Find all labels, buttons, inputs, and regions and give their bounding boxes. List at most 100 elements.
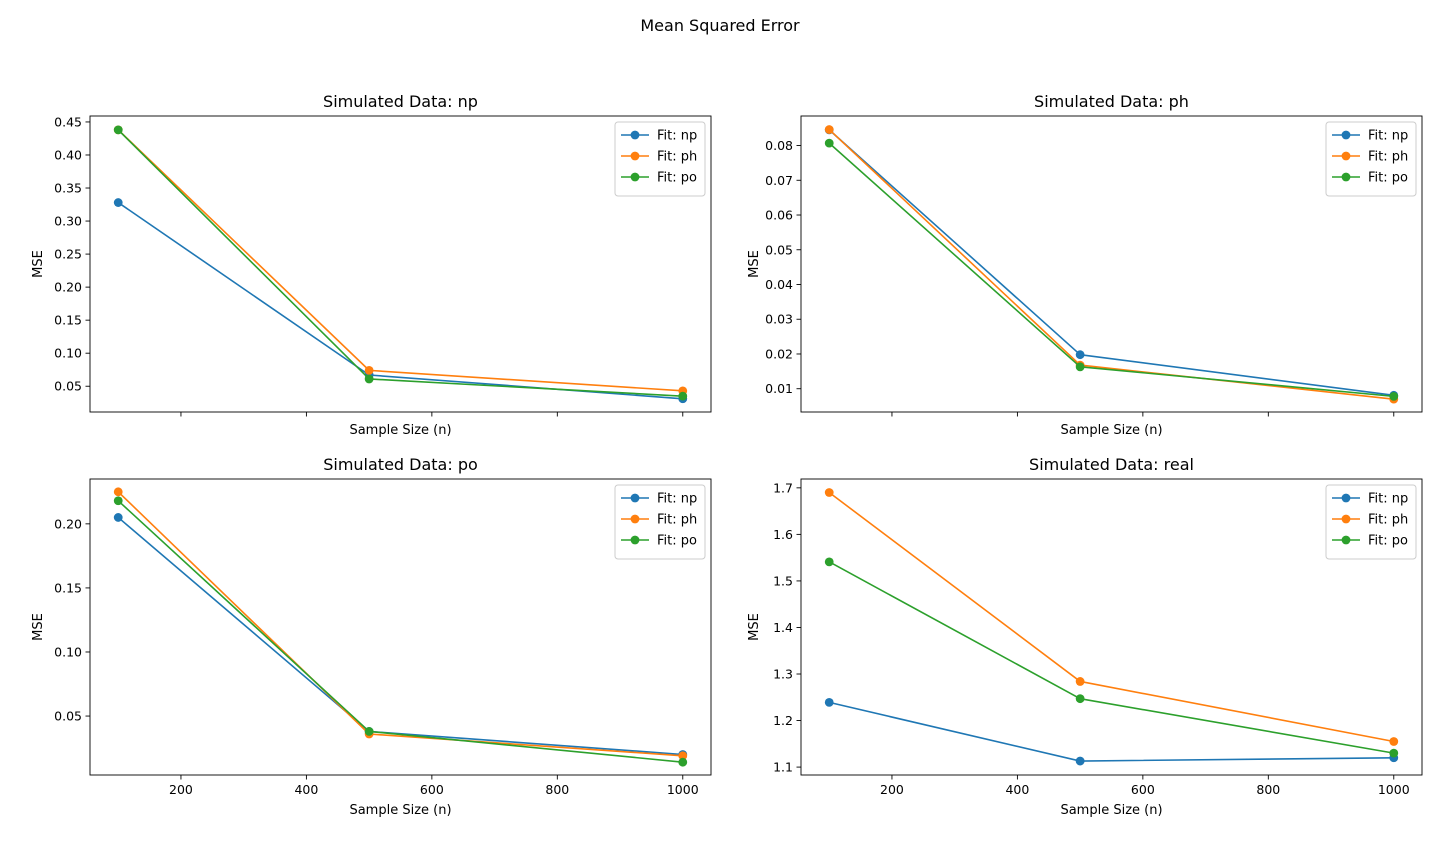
y-tick-label: 0.20 — [54, 516, 82, 531]
y-tick-label: 1.6 — [773, 527, 793, 542]
subplot-3: Simulated Data: po 200 400 600 800 1000 0.05 0.… — [31, 455, 712, 818]
x-tick-label: 400 — [294, 782, 318, 797]
y-tick-label: 0.01 — [765, 381, 793, 396]
legend: Fit: np Fit: ph Fit: po — [614, 121, 706, 197]
y-tick-label: 0.25 — [54, 247, 82, 262]
data-point — [113, 496, 123, 506]
data-point — [824, 488, 834, 497]
subplot-1: Simulated Data: np 0.05 0.10 0.15 0.20 0.25 0.… — [31, 92, 712, 438]
subplot-title: Simulated Data: np — [323, 92, 478, 111]
x-tick-label: 800 — [1256, 782, 1280, 797]
legend-label: Fit: np — [1368, 492, 1408, 507]
y-tick-label: 1.5 — [773, 573, 793, 588]
legend-entry: Fit: po — [621, 171, 697, 186]
legend-marker — [1341, 493, 1351, 503]
series-fit-po — [824, 557, 1399, 758]
legend-label: Fit: ph — [657, 150, 697, 165]
y-tick-label: 0.08 — [765, 138, 793, 153]
legend-label: Fit: ph — [1368, 513, 1408, 528]
y-tick-label: 0.03 — [765, 312, 793, 327]
data-point — [113, 513, 123, 522]
legend-marker — [630, 514, 640, 524]
legend-label: Fit: po — [657, 534, 697, 549]
subplot-title: Simulated Data: ph — [1034, 92, 1189, 111]
legend-label: Fit: po — [1368, 171, 1408, 186]
data-point — [1075, 677, 1085, 686]
data-point — [824, 138, 834, 148]
data-point — [1075, 756, 1085, 766]
legend-entry: Fit: po — [621, 534, 697, 549]
series-fit-po — [113, 125, 688, 401]
legend-entry: Fit: np — [621, 129, 697, 144]
series-fit-po — [113, 496, 688, 767]
plot-area — [90, 479, 711, 775]
y-tick-label: 0.05 — [54, 709, 82, 724]
y-tick-label: 0.30 — [54, 214, 82, 229]
x-tick-label: 1000 — [1378, 782, 1410, 797]
y-tick-label: 1.2 — [773, 713, 793, 728]
data-point — [678, 391, 688, 401]
legend-marker — [630, 172, 640, 182]
legend: Fit: np Fit: ph Fit: po — [1325, 121, 1417, 197]
legend-marker — [630, 130, 640, 140]
y-tick-label: 0.10 — [54, 644, 82, 659]
x-axis-label: Sample Size (n) — [1060, 803, 1162, 818]
y-tick-label: 1.1 — [773, 760, 793, 775]
y-tick-label: 1.3 — [773, 667, 793, 682]
data-point — [678, 757, 688, 767]
subplot-title: Simulated Data: real — [1029, 455, 1194, 474]
y-tick-label: 0.05 — [54, 379, 82, 394]
data-point — [824, 125, 834, 134]
x-tick-label: 1000 — [667, 782, 699, 797]
plot-area — [801, 116, 1422, 412]
legend-marker — [1341, 130, 1351, 140]
y-tick-label: 0.04 — [765, 277, 793, 292]
data-point — [1075, 362, 1085, 372]
legend-label: Fit: np — [1368, 129, 1408, 144]
y-tick-label: 0.20 — [54, 280, 82, 295]
y-tick-label: 0.15 — [54, 313, 82, 328]
plot-area — [90, 116, 711, 412]
figure-title: Mean Squared Error — [640, 16, 800, 35]
legend-marker — [630, 535, 640, 545]
y-tick-label: 0.05 — [765, 242, 793, 257]
legend-entry: Fit: np — [1332, 129, 1408, 144]
y-axis-label: MSE — [747, 613, 762, 641]
series-fit-ph — [824, 488, 1399, 746]
subplot-title: Simulated Data: po — [323, 455, 478, 474]
data-point — [1389, 748, 1399, 758]
x-tick-label: 600 — [420, 782, 444, 797]
y-tick-label: 0.06 — [765, 208, 793, 223]
data-point — [113, 198, 123, 207]
y-tick-label: 0.45 — [54, 114, 82, 129]
legend-marker — [1341, 514, 1351, 524]
legend-label: Fit: po — [1368, 534, 1408, 549]
y-tick-label: 0.15 — [54, 580, 82, 595]
x-axis-label: Sample Size (n) — [349, 423, 451, 438]
data-point — [113, 125, 123, 135]
subplot-2: Simulated Data: ph 0.01 0.02 0.03 0.04 0.05 0.… — [747, 92, 1423, 438]
data-point — [824, 697, 834, 707]
data-point — [678, 751, 688, 761]
legend-entry: Fit: ph — [621, 150, 697, 165]
legend-entry: Fit: ph — [1332, 150, 1408, 165]
legend-label: Fit: np — [657, 129, 697, 144]
y-axis-label: MSE — [31, 613, 46, 641]
data-point — [1389, 737, 1399, 746]
x-axis-label: Sample Size (n) — [1060, 423, 1162, 438]
legend-marker — [1341, 172, 1351, 182]
legend-label: Fit: po — [657, 171, 697, 186]
legend-entry: Fit: np — [621, 492, 697, 507]
y-tick-label: 0.02 — [765, 346, 793, 361]
y-tick-label: 1.4 — [773, 620, 793, 635]
y-tick-label: 0.07 — [765, 173, 793, 188]
x-axis-label: Sample Size (n) — [349, 803, 451, 818]
y-axis-label: MSE — [31, 250, 46, 278]
x-tick-label: 200 — [169, 782, 193, 797]
y-tick-label: 0.35 — [54, 181, 82, 196]
legend-label: Fit: ph — [1368, 150, 1408, 165]
axes-frame — [89, 478, 712, 776]
legend-entry: Fit: np — [1332, 492, 1408, 507]
